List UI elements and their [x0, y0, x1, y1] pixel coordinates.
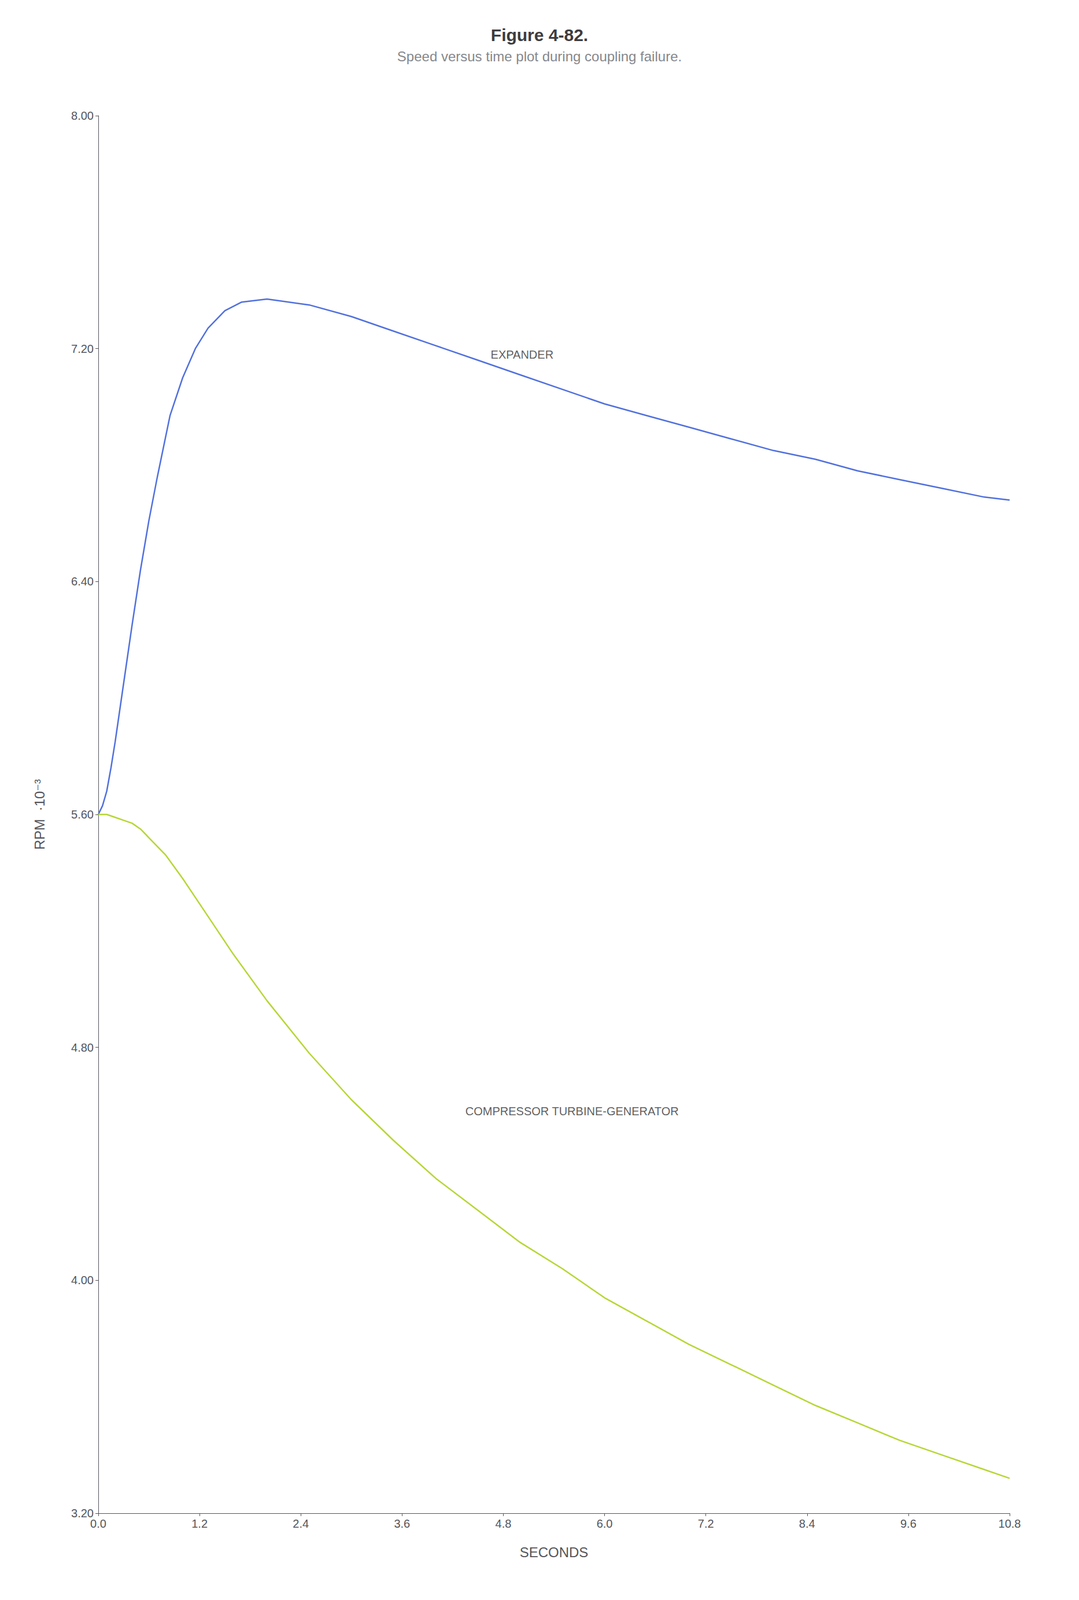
- svg-text:7.2: 7.2: [697, 1516, 715, 1530]
- svg-text:RPM ·10⁻³: RPM ·10⁻³: [31, 778, 48, 850]
- svg-text:8.4: 8.4: [799, 1516, 816, 1530]
- svg-text:COMPRESSOR TURBINE-GENERATOR: COMPRESSOR TURBINE-GENERATOR: [465, 1104, 679, 1118]
- svg-text:8.00: 8.00: [71, 109, 94, 123]
- svg-text:4.8: 4.8: [495, 1516, 512, 1530]
- svg-text:6.40: 6.40: [71, 574, 94, 588]
- svg-text:EXPANDER: EXPANDER: [490, 348, 554, 361]
- svg-text:4.00: 4.00: [71, 1273, 94, 1287]
- svg-text:3.20: 3.20: [71, 1506, 94, 1520]
- svg-text:0.0: 0.0: [90, 1516, 107, 1530]
- svg-text:2.4: 2.4: [292, 1516, 309, 1530]
- svg-text:SECONDS: SECONDS: [519, 1543, 589, 1560]
- svg-text:9.6: 9.6: [900, 1516, 917, 1530]
- svg-text:10.8: 10.8: [998, 1516, 1022, 1530]
- svg-text:4.80: 4.80: [71, 1040, 94, 1054]
- svg-text:6.0: 6.0: [596, 1516, 613, 1530]
- svg-text:Figure 4-82.: Figure 4-82.: [490, 25, 589, 45]
- svg-text:3.6: 3.6: [393, 1516, 410, 1530]
- svg-text:7.20: 7.20: [71, 342, 94, 356]
- svg-text:5.60: 5.60: [71, 807, 94, 821]
- svg-text:1.2: 1.2: [191, 1516, 208, 1530]
- svg-text:Speed versus time plot during: Speed versus time plot during coupling f…: [397, 48, 682, 65]
